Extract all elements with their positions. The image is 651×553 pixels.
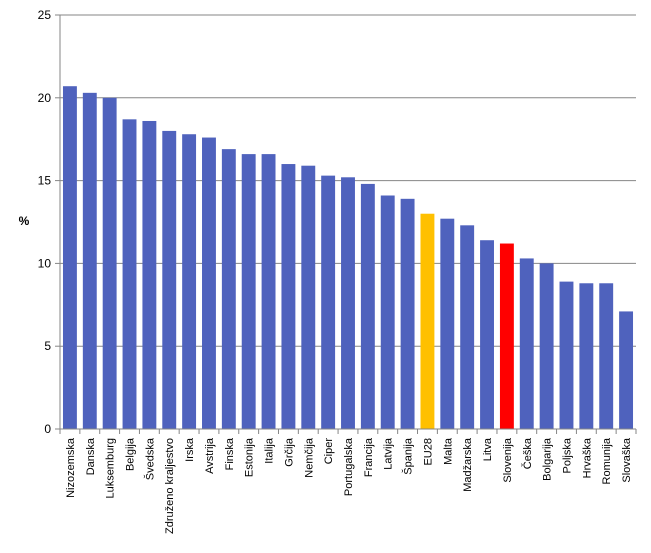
bar bbox=[182, 134, 197, 429]
y-axis-ticks: 0 5 10 15 20 25 bbox=[38, 8, 60, 436]
x-category-label: Slovaška bbox=[621, 437, 633, 483]
y-tick-label: 15 bbox=[38, 174, 52, 188]
bar bbox=[599, 283, 614, 429]
y-tick-label: 0 bbox=[44, 422, 51, 436]
bar bbox=[241, 154, 256, 429]
x-category-label: Finska bbox=[224, 437, 236, 470]
x-category-label: Irska bbox=[184, 437, 196, 462]
bar bbox=[82, 92, 97, 429]
x-category-label: Ciper bbox=[323, 438, 335, 465]
bar bbox=[102, 97, 117, 430]
bar bbox=[380, 195, 395, 429]
x-category-label: EU28 bbox=[422, 438, 434, 466]
x-category-label: Grčija bbox=[283, 437, 295, 467]
x-category-label: Danska bbox=[85, 437, 97, 475]
x-category-label: Poljska bbox=[561, 437, 573, 473]
y-tick-label: 20 bbox=[38, 91, 52, 105]
bar bbox=[420, 213, 435, 429]
y-tick-label: 10 bbox=[38, 256, 52, 270]
bar bbox=[122, 119, 137, 429]
x-category-label: Estonija bbox=[244, 437, 256, 477]
x-axis-category-labels: Nizozemska Danska Luksemburg Belgija Švedska… bbox=[59, 429, 637, 534]
bar bbox=[579, 283, 594, 429]
bar bbox=[539, 263, 554, 429]
bar bbox=[460, 225, 475, 429]
x-category-label: Italija bbox=[264, 437, 276, 464]
bar bbox=[202, 137, 216, 429]
x-category-label: Češka bbox=[521, 437, 534, 469]
bar bbox=[142, 120, 157, 429]
x-category-label: Portugalska bbox=[343, 437, 355, 496]
axes bbox=[59, 15, 636, 430]
x-category-label: Švedska bbox=[143, 437, 156, 480]
bar bbox=[519, 258, 534, 429]
bar bbox=[400, 198, 415, 429]
x-category-label: Nemčija bbox=[303, 437, 315, 478]
bar bbox=[360, 183, 375, 429]
x-category-label: Litva bbox=[482, 437, 494, 461]
x-category-label: Romunija bbox=[601, 437, 613, 484]
bar bbox=[341, 177, 355, 429]
x-category-label: Španija bbox=[402, 437, 415, 475]
x-category-label: Bolgarija bbox=[542, 437, 554, 481]
bar bbox=[221, 149, 236, 430]
x-category-label: Nizozemska bbox=[65, 437, 77, 498]
bar bbox=[499, 243, 514, 429]
y-tick-label: 25 bbox=[38, 8, 52, 22]
bar bbox=[440, 218, 455, 429]
x-category-label: Francija bbox=[363, 437, 375, 477]
bars bbox=[62, 86, 634, 430]
bar bbox=[619, 311, 634, 429]
x-category-label: Malta bbox=[442, 437, 454, 465]
bar bbox=[301, 165, 316, 430]
x-category-label: Belgija bbox=[125, 437, 137, 471]
bar bbox=[321, 175, 336, 429]
x-category-label: Avstrija bbox=[204, 437, 216, 474]
y-axis-label: % bbox=[19, 214, 30, 228]
x-category-label: Združeno kraljestvo bbox=[164, 438, 176, 534]
y-tick-label: 5 bbox=[44, 339, 51, 353]
x-category-label: Madžarska bbox=[462, 437, 474, 492]
bar bbox=[559, 281, 574, 429]
x-category-label: Latvija bbox=[383, 437, 395, 470]
x-category-label: Luksemburg bbox=[105, 438, 117, 499]
bar bbox=[162, 130, 177, 430]
x-category-label: Hrvaška bbox=[581, 437, 593, 478]
bar bbox=[261, 154, 276, 429]
bar bbox=[480, 240, 494, 429]
x-category-label: Slovenija bbox=[502, 437, 514, 483]
bar bbox=[281, 164, 296, 430]
bar bbox=[62, 86, 77, 429]
